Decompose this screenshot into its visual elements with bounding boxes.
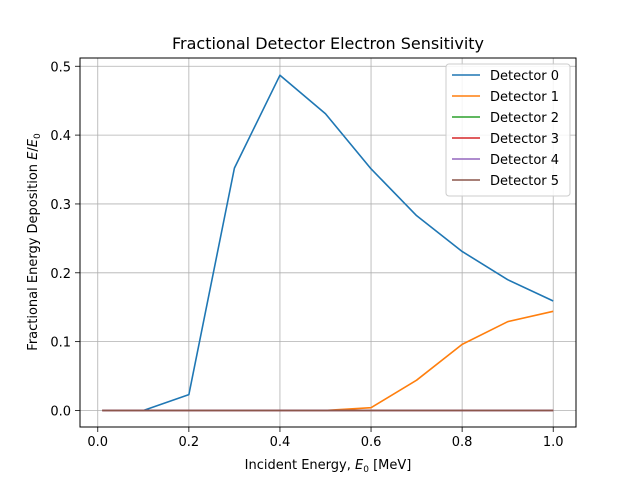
- legend-entry: Detector 5: [490, 174, 559, 189]
- legend-box: [445, 63, 571, 197]
- y-axis: 0.0 0.1 0.2 0.3 0.4 0.5: [50, 60, 80, 419]
- plot-frame: [79, 57, 577, 428]
- y-tick-label: 0.5: [50, 60, 71, 75]
- legend: Detector 0 Detector 1 Detector 2 Detector 3…: [445, 63, 571, 197]
- x-axis-label: Incident Energy, E0 [MeV]: [245, 458, 412, 475]
- y-tick-label: 0.3: [50, 198, 71, 213]
- y-tick-label: 0.2: [50, 267, 71, 282]
- y-tick-label: 0.0: [50, 404, 71, 419]
- x-tick-label: 0.4: [270, 435, 291, 450]
- x-tick-label: 0.2: [179, 435, 200, 450]
- x-tick-label: 0.0: [87, 435, 108, 450]
- x-tick-label: 0.8: [452, 435, 473, 450]
- x-tick-label: 0.6: [361, 435, 382, 450]
- y-tick-label: 0.1: [50, 336, 71, 351]
- x-tick-label: 1.0: [543, 435, 564, 450]
- chart-title: Fractional Detector Electron Sensitivity: [172, 34, 484, 53]
- legend-entry: Detector 4: [490, 153, 559, 168]
- y-tick-label: 0.4: [50, 129, 71, 144]
- legend-entry: Detector 0: [490, 69, 559, 84]
- legend-entry: Detector 1: [490, 90, 559, 105]
- series-line-detector-0: [102, 74, 554, 412]
- legend-entry: Detector 3: [490, 132, 559, 147]
- legend-entry: Detector 2: [490, 111, 559, 126]
- series-layer: [102, 74, 554, 412]
- y-axis-label: Fractional Energy Deposition E/E0: [26, 133, 43, 351]
- x-axis: 0.0 0.2 0.4 0.6 0.8 1.0: [87, 427, 564, 450]
